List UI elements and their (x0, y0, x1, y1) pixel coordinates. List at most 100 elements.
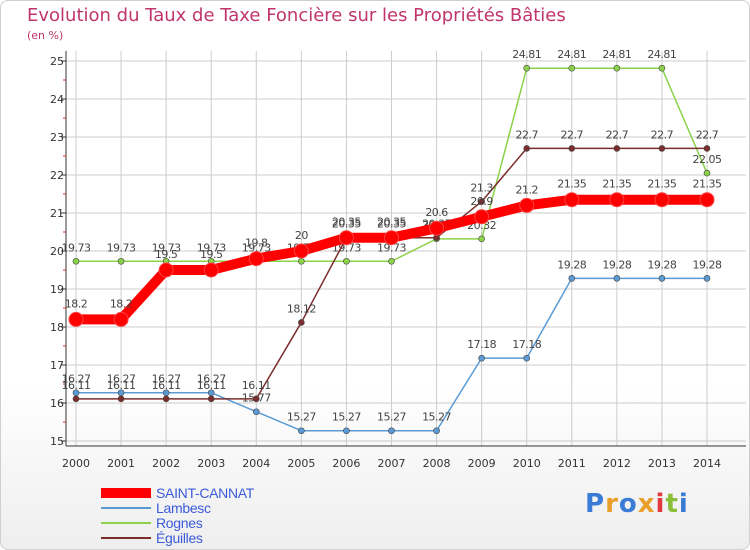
data-point (388, 427, 395, 435)
data-point (613, 64, 621, 72)
data-label: 16.11 (62, 379, 91, 392)
data-label: 15.27 (422, 411, 451, 424)
data-point (117, 395, 125, 403)
data-point (568, 145, 576, 152)
legend-swatch (101, 522, 151, 524)
data-label: 24.81 (647, 48, 676, 61)
data-point (699, 192, 715, 208)
data-point (519, 197, 535, 213)
data-label: 16.27 (152, 373, 181, 386)
logo-letter: o (618, 489, 638, 519)
data-point (658, 145, 666, 152)
data-point (298, 427, 305, 435)
y-tick-label: 15 (50, 435, 64, 448)
x-tick-label: 2014 (693, 457, 721, 470)
data-point (658, 275, 666, 282)
legend-swatch (101, 507, 151, 509)
data-point (613, 275, 621, 282)
data-point (523, 145, 531, 152)
data-point (207, 395, 215, 403)
data-label: 15.27 (377, 411, 406, 424)
data-point (252, 395, 260, 403)
data-label: 19.28 (647, 258, 676, 271)
data-point (613, 145, 621, 152)
data-label: 21.35 (647, 178, 676, 191)
data-label: 19.73 (377, 241, 406, 254)
y-tick-label: 25 (50, 55, 64, 68)
data-point (384, 230, 399, 246)
data-label: 18.2 (65, 297, 88, 310)
unit-label: (en %) (27, 29, 64, 42)
x-tick-label: 2007 (378, 457, 406, 470)
data-point (68, 311, 84, 327)
data-label: 20 (295, 229, 308, 242)
data-label: 19.28 (693, 258, 722, 271)
data-point (474, 209, 490, 225)
data-point (478, 235, 485, 243)
data-point (117, 257, 125, 265)
data-point (158, 262, 174, 278)
x-tick-label: 2005 (287, 457, 315, 470)
proxiti-logo: Proxiti (585, 489, 689, 519)
legend-label: Éguilles (156, 530, 203, 546)
x-tick-label: 2004 (242, 457, 270, 470)
data-label: 21.3 (470, 182, 493, 195)
data-label: 20.9 (470, 195, 493, 208)
data-label: 24.81 (557, 48, 586, 61)
data-label: 16.11 (197, 379, 226, 392)
data-label: 24.81 (602, 48, 631, 61)
data-label: 19.28 (602, 258, 631, 271)
data-label: 20.6 (425, 206, 448, 219)
data-label: 20.35 (377, 216, 406, 229)
data-label: 19.28 (557, 258, 586, 271)
data-point (703, 145, 711, 152)
data-label: 19.73 (107, 241, 136, 254)
legend-label: SAINT-CANNAT (156, 485, 255, 501)
data-point (338, 230, 354, 246)
data-label: 22.7 (561, 128, 584, 141)
data-label: 22.7 (651, 128, 674, 141)
data-label: 15.27 (287, 411, 316, 424)
data-point (523, 64, 531, 72)
x-tick-label: 2009 (468, 457, 496, 470)
data-label: 15.27 (332, 411, 361, 424)
y-tick-label: 21 (50, 207, 64, 220)
legend-swatch (101, 488, 151, 498)
data-point (478, 198, 485, 205)
y-tick-label: 22 (50, 169, 64, 182)
data-label: 16.27 (197, 373, 226, 386)
data-point (703, 275, 711, 282)
y-tick-label: 24 (50, 93, 64, 106)
data-label: 24.81 (512, 48, 541, 61)
data-point (564, 192, 580, 208)
data-point (293, 243, 309, 259)
logo-letter: P (585, 489, 606, 519)
data-point (523, 354, 531, 362)
data-label: 16.27 (62, 373, 91, 386)
data-point (388, 257, 395, 265)
x-tick-label: 2000 (62, 457, 90, 470)
legend-swatch (101, 537, 151, 539)
data-label: 20.35 (332, 218, 361, 231)
data-label: 22.7 (696, 128, 719, 141)
data-label: 21.2 (515, 183, 538, 196)
data-point (298, 257, 305, 265)
data-label: 17.18 (467, 338, 496, 351)
data-label: 19.5 (200, 248, 223, 261)
x-tick-label: 2006 (332, 457, 360, 470)
data-point (343, 427, 350, 435)
data-label: 16.11 (152, 379, 181, 392)
data-point (113, 311, 129, 327)
data-point (72, 257, 80, 265)
data-label: 16.11 (107, 379, 136, 392)
data-point (568, 275, 576, 282)
x-tick-label: 2013 (648, 457, 676, 470)
chart-title: Evolution du Taux de Taxe Foncière sur l… (27, 5, 566, 26)
legend-label: Rognes (156, 515, 203, 531)
x-tick-label: 2002 (152, 457, 180, 470)
data-label: 20.35 (332, 216, 361, 229)
y-tick-label: 19 (50, 283, 64, 296)
logo-letter: t (665, 489, 679, 519)
data-point (72, 395, 80, 403)
